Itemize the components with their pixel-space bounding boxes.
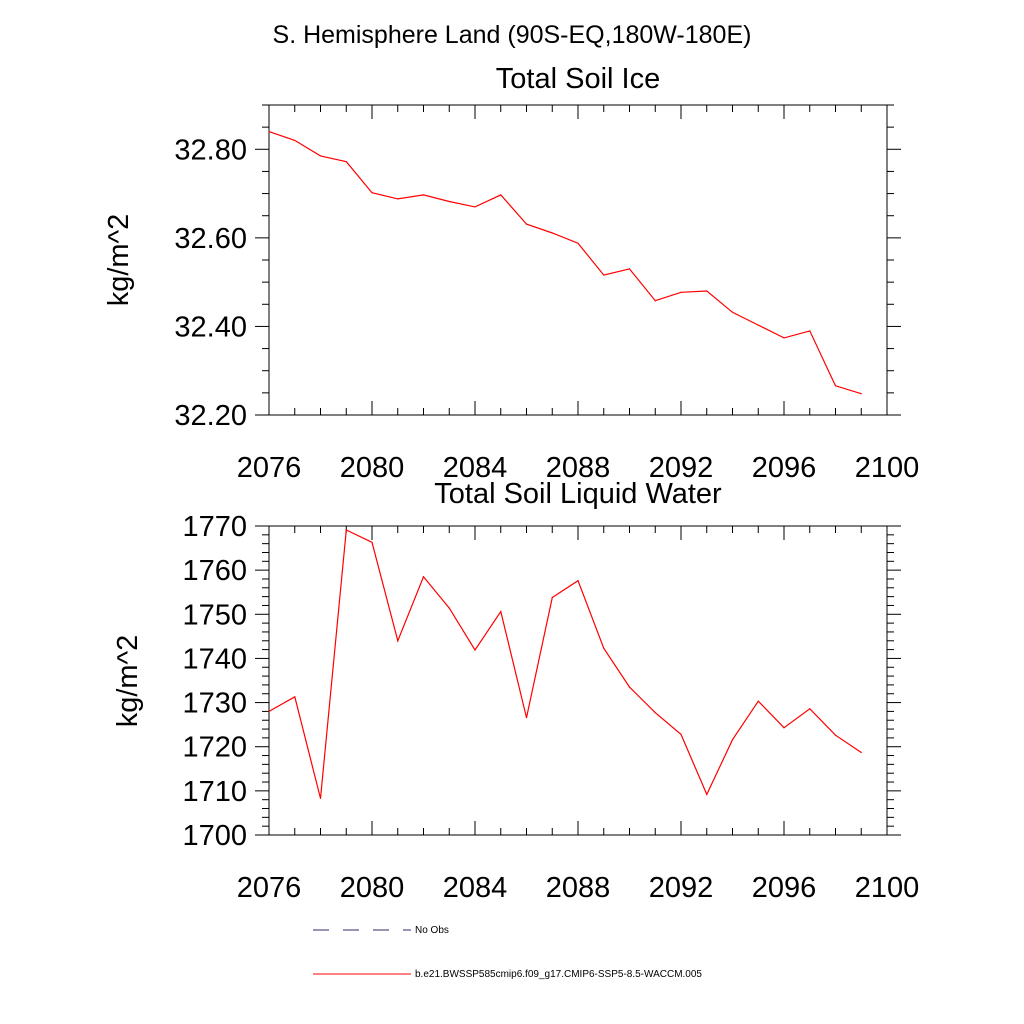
panel-total-soil-ice: Total Soil Ice kg/m^2 2076 2080 2084 2088 2092… bbox=[103, 63, 919, 484]
x-tick-label: 2092 bbox=[649, 452, 714, 484]
data-point bbox=[319, 797, 322, 799]
data-point bbox=[294, 696, 296, 698]
x-tick-label: 2100 bbox=[855, 872, 920, 904]
panel-total-soil-liquid-water: Total Soil Liquid Water kg/m^2 2076 2080 208… bbox=[112, 478, 919, 904]
data-point bbox=[860, 751, 862, 754]
data-point bbox=[371, 541, 373, 543]
data-point bbox=[809, 708, 811, 710]
data-point bbox=[397, 640, 399, 642]
data-point bbox=[474, 649, 476, 651]
data-point bbox=[757, 324, 759, 326]
data-point bbox=[319, 155, 322, 157]
chart-title: Total Soil Liquid Water bbox=[434, 478, 722, 510]
data-point bbox=[345, 529, 347, 531]
y-tick-label: 1760 bbox=[182, 555, 247, 587]
legend-label-no-obs: No Obs bbox=[415, 925, 449, 936]
x-tick-label: 2092 bbox=[649, 872, 714, 904]
series-line bbox=[268, 131, 862, 395]
data-point bbox=[860, 393, 862, 395]
data-point bbox=[706, 290, 708, 292]
data-point bbox=[268, 710, 270, 713]
y-axis-label: kg/m^2 bbox=[112, 635, 144, 728]
x-tick-label: 2084 bbox=[443, 452, 508, 484]
y-tick-label: 1710 bbox=[182, 776, 247, 808]
data-point bbox=[525, 223, 528, 225]
data-point bbox=[783, 337, 785, 339]
x-tick-label: 2096 bbox=[752, 872, 817, 904]
figure-title: S. Hemisphere Land (90S-EQ,180W-180E) bbox=[273, 21, 752, 49]
data-point bbox=[577, 242, 579, 244]
plot-frame bbox=[268, 104, 888, 416]
data-point bbox=[448, 607, 450, 609]
data-point bbox=[628, 268, 631, 270]
data-point bbox=[268, 130, 270, 133]
data-point bbox=[628, 686, 631, 688]
y-tick-label: 1730 bbox=[182, 688, 247, 720]
x-tick-label: 2088 bbox=[546, 452, 611, 484]
data-point bbox=[474, 206, 476, 208]
x-tick-label: 2088 bbox=[546, 872, 611, 904]
data-point bbox=[500, 194, 502, 196]
plot-frame bbox=[268, 525, 888, 836]
data-point bbox=[422, 194, 425, 196]
x-tick-label: 2076 bbox=[237, 872, 302, 904]
x-tick-label: 2096 bbox=[752, 452, 817, 484]
data-point bbox=[731, 739, 734, 741]
data-point bbox=[603, 647, 605, 649]
data-point bbox=[654, 300, 656, 302]
y-tick-label: 32.80 bbox=[174, 134, 247, 166]
x-tick-label: 2100 bbox=[855, 452, 920, 484]
x-tick-label: 2084 bbox=[443, 872, 508, 904]
y-tick-label: 1720 bbox=[182, 732, 247, 764]
series-line bbox=[268, 529, 862, 799]
data-point bbox=[577, 580, 579, 582]
data-point bbox=[809, 330, 811, 332]
x-tick-label: 2076 bbox=[237, 452, 302, 484]
data-point bbox=[422, 576, 425, 578]
y-tick-label: 1740 bbox=[182, 643, 247, 675]
y-tick-label: 1750 bbox=[182, 599, 247, 631]
data-point bbox=[500, 611, 502, 613]
chart-title: Total Soil Ice bbox=[496, 63, 660, 95]
y-tick-label: 1700 bbox=[182, 820, 247, 852]
data-point bbox=[731, 311, 734, 313]
data-point bbox=[680, 291, 682, 293]
legend-label-model: b.e21.BWSSP585cmip6.f09_g17.CMIP6-SSP5-8… bbox=[415, 969, 702, 980]
data-point bbox=[783, 727, 785, 729]
data-point bbox=[706, 793, 708, 795]
y-tick-label: 32.60 bbox=[174, 223, 247, 255]
data-point bbox=[525, 716, 528, 719]
y-tick-label: 32.20 bbox=[174, 400, 247, 432]
x-tick-label: 2080 bbox=[340, 872, 405, 904]
y-tick-label: 1770 bbox=[182, 511, 247, 543]
data-point bbox=[345, 161, 347, 163]
y-axis-label: kg/m^2 bbox=[103, 214, 135, 307]
data-point bbox=[551, 596, 553, 599]
data-point bbox=[294, 139, 296, 142]
data-point bbox=[397, 198, 399, 200]
data-point bbox=[757, 700, 759, 702]
data-point bbox=[603, 274, 605, 276]
data-point bbox=[371, 192, 373, 194]
data-point bbox=[551, 232, 553, 234]
data-point bbox=[834, 734, 837, 736]
data-point bbox=[680, 733, 682, 735]
y-tick-label: 32.40 bbox=[174, 311, 247, 343]
data-point bbox=[834, 385, 837, 387]
data-point bbox=[654, 712, 656, 714]
data-point bbox=[448, 200, 450, 203]
x-tick-label: 2080 bbox=[340, 452, 405, 484]
legend: No Obs b.e21.BWSSP585cmip6.f09_g17.CMIP6… bbox=[313, 925, 702, 980]
